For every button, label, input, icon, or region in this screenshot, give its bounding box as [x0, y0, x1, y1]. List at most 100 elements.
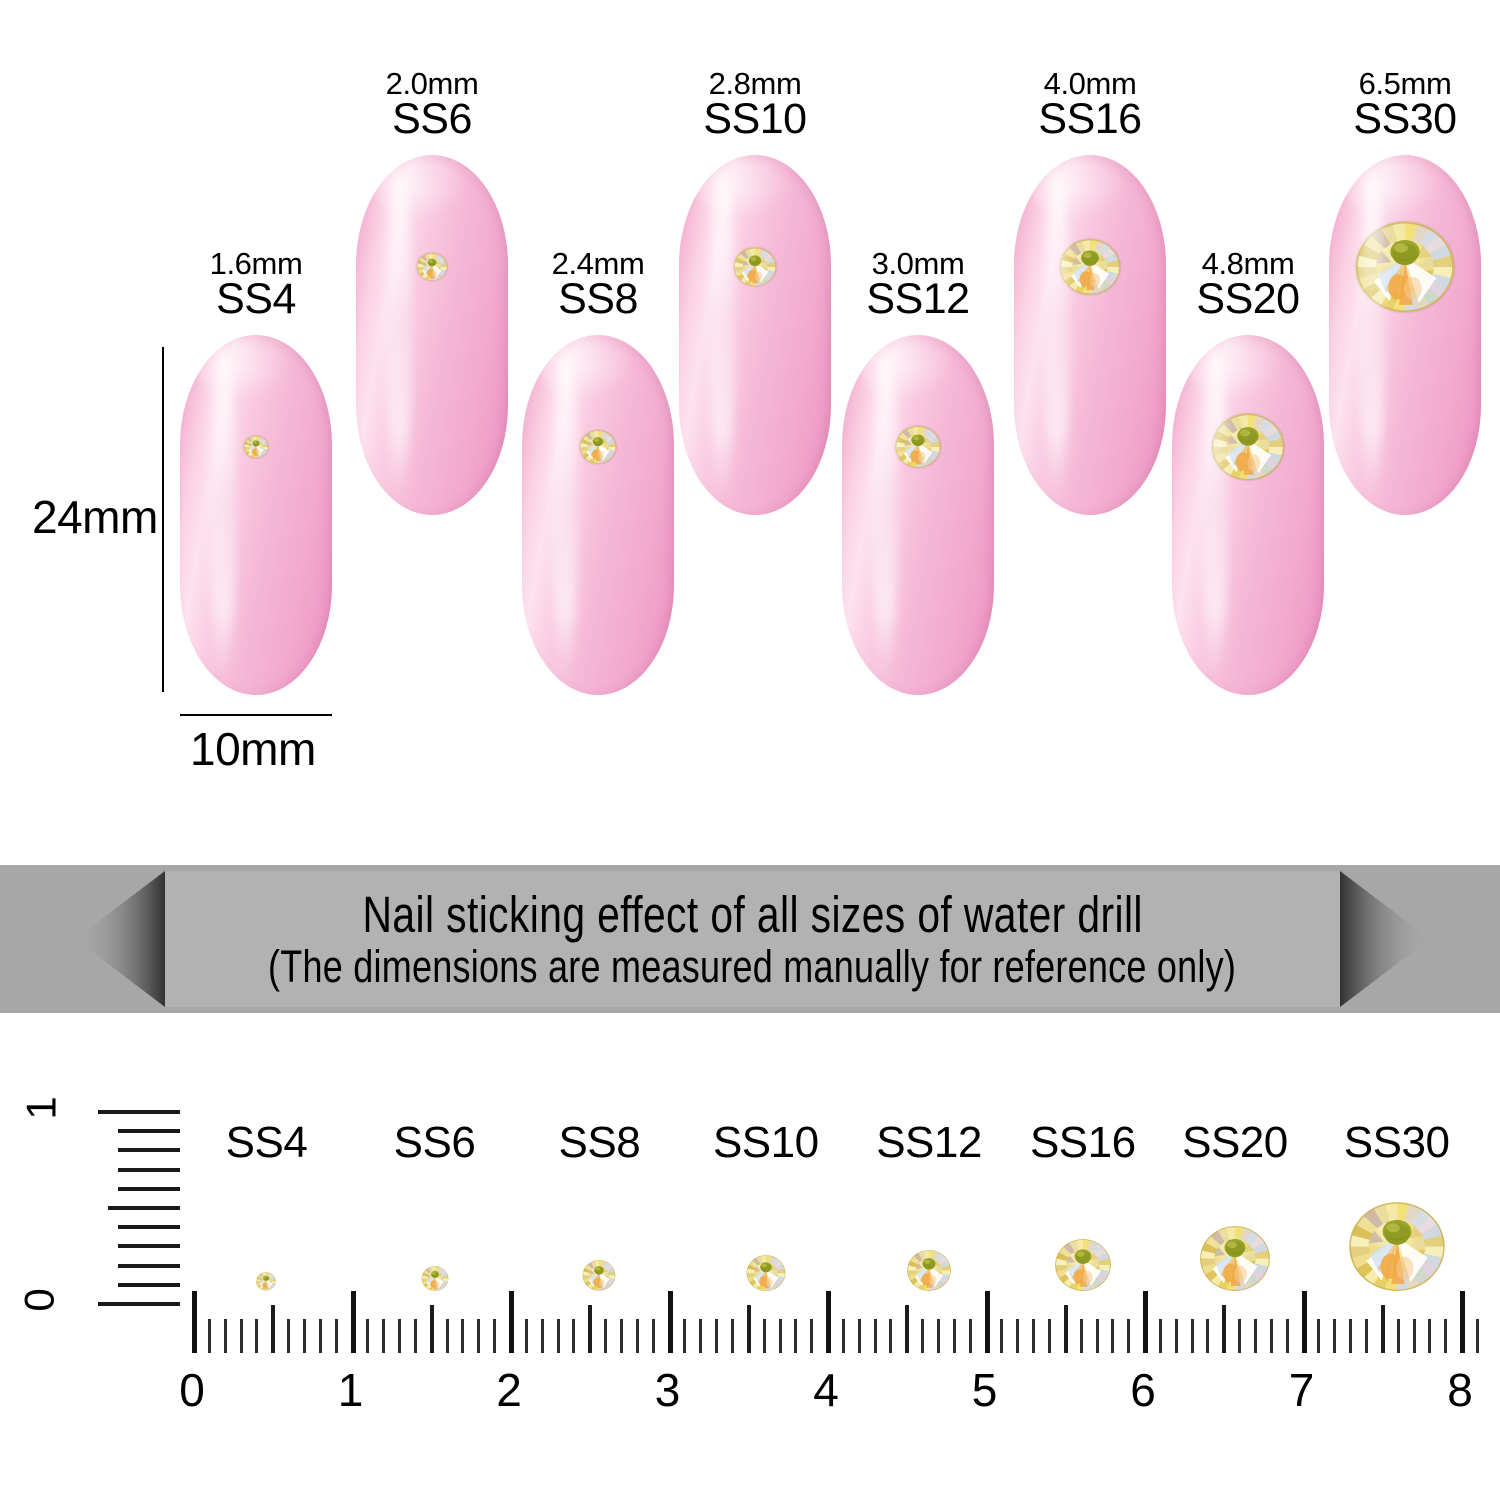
vertical-ruler-tick	[118, 1148, 180, 1153]
ruler-tick	[699, 1319, 703, 1353]
ruler-tick	[1269, 1319, 1273, 1353]
ruler-tick	[509, 1291, 514, 1353]
banner-subtitle: (The dimensions are measured manually fo…	[268, 940, 1237, 992]
vertical-ruler-tick	[98, 1110, 180, 1114]
ruler-tick	[620, 1319, 623, 1353]
width-dimension-line	[180, 714, 332, 716]
ruler-tick	[287, 1319, 291, 1353]
ruler-tick	[239, 1319, 243, 1353]
nail-mm-label: 1.6mm	[209, 246, 303, 281]
nail-shape	[1014, 155, 1166, 515]
ruler-tick	[1333, 1319, 1337, 1353]
nail-label-ss6: 2.0mm SS6	[302, 68, 562, 141]
ruler-tick	[382, 1319, 386, 1353]
nail-ss-label: SS10	[703, 94, 807, 143]
vertical-ruler-tick	[98, 1302, 180, 1306]
vertical-ruler-tick	[118, 1244, 180, 1249]
ruler-tick	[1475, 1319, 1479, 1353]
nail-ss-label: SS16	[1038, 94, 1142, 143]
nail-mm-label: 2.4mm	[551, 246, 645, 281]
ruler-tick	[794, 1319, 798, 1353]
nail-mm-label: 4.0mm	[1043, 66, 1137, 101]
nail-shape	[522, 335, 674, 695]
ruler-tick	[857, 1319, 861, 1353]
ruler-tick	[921, 1319, 925, 1353]
ruler-tick	[540, 1319, 544, 1353]
ruler-legend-ss20: SS20	[1182, 1118, 1288, 1167]
nail-label-ss12: 3.0mm SS12	[788, 248, 1048, 321]
ruler-tick	[635, 1319, 639, 1353]
ruler-tick	[302, 1319, 306, 1353]
ruler-rhinestone-ss6-icon	[421, 1265, 448, 1291]
ruler-tick	[1396, 1319, 1400, 1353]
ruler-tick	[968, 1319, 972, 1353]
ruler-tick	[572, 1319, 576, 1353]
ruler-rhinestone-ss30-icon	[1348, 1201, 1445, 1291]
rhinestone-ss10-icon	[734, 247, 776, 286]
vertical-ruler-tick	[118, 1129, 180, 1134]
nail-size-panel: 24mm 10mm 1.6mm SS4 2.0mm SS6 2.4mm SS8 2.8mm S…	[0, 0, 1500, 860]
ruler-tick	[1349, 1319, 1352, 1353]
ruler-tick	[1111, 1319, 1115, 1353]
ruler-tick	[1460, 1291, 1465, 1353]
ruler-tick	[1127, 1319, 1131, 1353]
ruler-tick	[1301, 1291, 1307, 1353]
banner: Nail sticking effect of all sizes of wat…	[0, 865, 1500, 1013]
ruler-tick	[1063, 1305, 1068, 1353]
ruler-tick	[683, 1319, 687, 1353]
rhinestone-ss6-icon	[417, 252, 447, 281]
ruler-tick	[1254, 1319, 1257, 1353]
ruler-tick	[826, 1291, 831, 1353]
nail-ss-label: SS12	[866, 274, 970, 323]
ruler-tick	[841, 1319, 845, 1353]
ruler-tick	[493, 1319, 497, 1353]
horizontal-ruler: 0 1 2 3 4 5 6 7 8	[179, 1289, 1479, 1416]
nail-mm-label: 6.5mm	[1358, 66, 1452, 101]
ruler-number-6: 6	[1130, 1364, 1156, 1416]
rhinestone-ss20-icon	[1212, 413, 1284, 480]
ruler-tick	[746, 1305, 751, 1353]
nail-shape	[1329, 155, 1481, 515]
nail-ss-label: SS4	[216, 274, 296, 323]
ruler-tick	[366, 1319, 370, 1353]
ruler-tick	[667, 1291, 673, 1353]
ruler-tick	[937, 1319, 940, 1353]
ruler-tick	[604, 1319, 608, 1353]
ruler-tick	[984, 1291, 990, 1353]
ruler-tick	[1095, 1319, 1099, 1353]
vertical-ruler-tick	[108, 1206, 180, 1210]
banner-title: Nail sticking effect of all sizes of wat…	[362, 885, 1143, 943]
ruler-tick	[1317, 1319, 1321, 1353]
ruler-legend-ss10: SS10	[712, 1118, 819, 1167]
ruler-tick	[715, 1319, 718, 1353]
nail-shape	[842, 335, 994, 695]
ruler-number-5: 5	[971, 1364, 998, 1416]
nail-mm-label: 3.0mm	[871, 246, 965, 281]
width-dimension-label: 10mm	[190, 723, 316, 775]
vertical-ruler-tick	[118, 1186, 180, 1191]
ruler-tick	[1206, 1319, 1210, 1353]
vertical-ruler-tick	[118, 1225, 180, 1230]
ruler-tick	[873, 1319, 877, 1353]
ruler-tick	[318, 1319, 322, 1353]
ruler-tick	[952, 1319, 956, 1353]
ruler-rhinestone-ss16-icon	[1054, 1239, 1111, 1291]
rhinestone-ss12-icon	[895, 425, 941, 468]
ruler-tick	[730, 1319, 734, 1353]
ruler-tick	[192, 1291, 197, 1353]
nail-label-ss30: 6.5mm SS30	[1275, 68, 1500, 141]
ruler-tick	[1444, 1319, 1448, 1353]
ruler-tick	[1143, 1291, 1148, 1353]
ruler-tick	[1380, 1305, 1385, 1353]
ruler-number-4: 4	[813, 1364, 839, 1416]
ruler-tick	[1238, 1319, 1242, 1353]
ruler-tick	[778, 1319, 782, 1353]
ruler-tick	[398, 1319, 402, 1353]
ruler-tick	[477, 1319, 481, 1353]
ruler-tick	[1190, 1319, 1194, 1353]
ruler-legend-ss12: SS12	[876, 1118, 982, 1167]
ruler-tick	[271, 1305, 276, 1353]
